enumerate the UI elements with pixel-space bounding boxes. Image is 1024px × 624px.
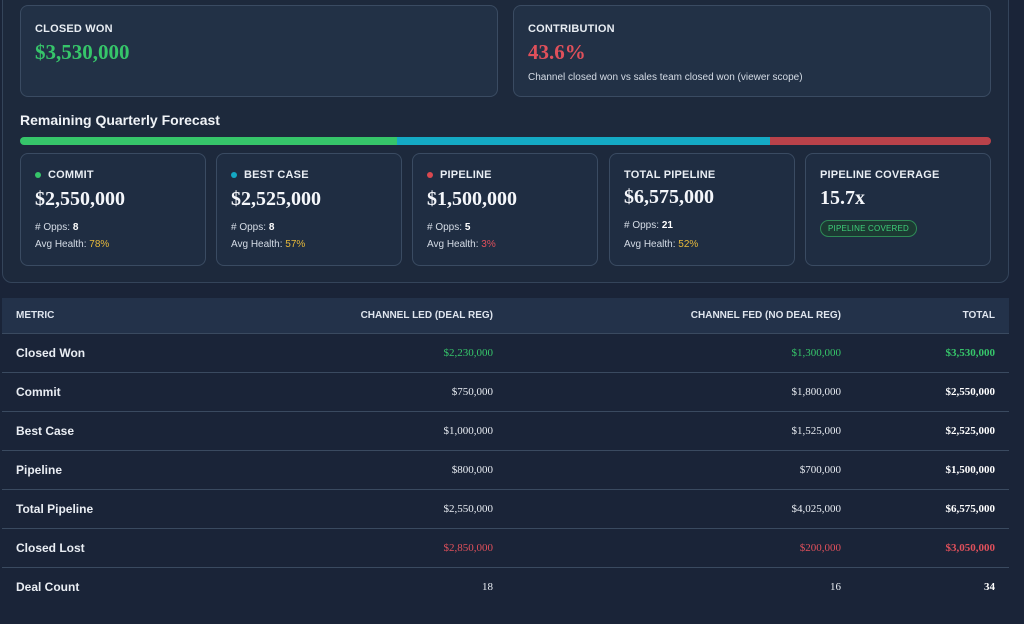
channel-led-cell: $750,000 — [451, 385, 493, 398]
forecast-title: Remaining Quarterly Forecast — [20, 112, 220, 128]
header-channel-fed: CHANNEL FED (NO DEAL REG) — [690, 309, 841, 321]
closed-won-label: CLOSED WON — [35, 23, 113, 35]
metric-cell: Pipeline — [16, 462, 63, 477]
pipeline-opps: 5 — [464, 222, 471, 233]
closed-won-card: CLOSED WON $3,530,000 — [20, 5, 498, 97]
pipeline-label: PIPELINE — [440, 169, 492, 181]
table-row: Commit $750,000 $1,800,000 $2,550,000 — [2, 372, 1009, 411]
total-pipeline-opps: 21 — [661, 220, 673, 231]
metric-cell: Deal Count — [16, 579, 80, 594]
closed-won-value: $3,530,000 — [35, 40, 130, 64]
pipeline-card: PIPELINE $1,500,000 # Opps: 5 Avg Health… — [412, 153, 598, 266]
total-cell: $2,550,000 — [945, 385, 996, 398]
total-cell: 34 — [984, 580, 995, 593]
total-pipeline-opps-label: # Opps: — [624, 220, 660, 231]
table-row: Closed Lost $2,850,000 $200,000 $3,050,0… — [2, 528, 1009, 567]
table-header-row: METRIC CHANNEL LED (DEAL REG) CHANNEL FE… — [2, 298, 1009, 333]
channel-fed-cell: $200,000 — [799, 541, 841, 554]
total-pipeline-health-label: Avg Health: — [624, 239, 676, 250]
metric-cell: Closed Won — [16, 345, 86, 360]
contribution-value: 43.6% — [528, 40, 586, 64]
forecast-bar — [20, 137, 991, 145]
commit-card: COMMIT $2,550,000 # Opps: 8 Avg Health: … — [20, 153, 206, 266]
channel-fed-cell: $700,000 — [799, 463, 841, 476]
total-cell: $1,500,000 — [945, 463, 996, 476]
commit-value: $2,550,000 — [35, 188, 125, 210]
metric-cell: Closed Lost — [16, 540, 85, 555]
best-case-opps-label: # Opps: — [231, 222, 267, 233]
table-row: Total Pipeline $2,550,000 $4,025,000 $6,… — [2, 489, 1009, 528]
forecast-bar-segment-best-case — [396, 137, 770, 145]
total-pipeline-health: 52% — [678, 239, 699, 250]
channel-led-cell: $2,850,000 — [443, 541, 494, 554]
pipeline-opps-label: # Opps: — [427, 222, 463, 233]
forecast-bar-segment-commit — [20, 137, 397, 145]
best-case-dot-icon — [231, 172, 237, 178]
header-channel-led: CHANNEL LED (DEAL REG) — [360, 309, 493, 321]
pipeline-dot-icon — [427, 172, 433, 178]
contribution-subtitle: Channel closed won vs sales team closed … — [528, 72, 803, 83]
total-pipeline-value: $6,575,000 — [624, 186, 714, 208]
channel-fed-cell: $1,800,000 — [791, 385, 842, 398]
header-metric: METRIC — [16, 309, 55, 321]
pipeline-covered-badge: PIPELINE COVERED — [820, 220, 918, 237]
best-case-opps: 8 — [268, 222, 275, 233]
pipeline-value: $1,500,000 — [427, 188, 517, 210]
pipeline-health: 3% — [481, 239, 496, 250]
commit-health-label: Avg Health: — [35, 239, 87, 250]
channel-breakdown-table: METRIC CHANNEL LED (DEAL REG) CHANNEL FE… — [2, 298, 1009, 606]
metric-cell: Best Case — [16, 423, 75, 438]
channel-led-cell: $2,550,000 — [443, 502, 494, 515]
forecast-bar-segment-pipeline — [769, 137, 991, 145]
metric-cell: Commit — [16, 384, 61, 399]
channel-led-cell: $1,000,000 — [443, 424, 494, 437]
best-case-health-label: Avg Health: — [231, 239, 283, 250]
header-total: TOTAL — [962, 309, 995, 321]
total-pipeline-label: TOTAL PIPELINE — [624, 169, 716, 181]
table-row: Deal Count 18 16 34 — [2, 567, 1009, 606]
table-row: Closed Won $2,230,000 $1,300,000 $3,530,… — [2, 333, 1009, 372]
channel-led-cell: 18 — [482, 580, 493, 593]
pipeline-coverage-card: PIPELINE COVERAGE 15.7x PIPELINE COVERED — [805, 153, 991, 266]
best-case-label: BEST CASE — [244, 169, 309, 181]
pipeline-coverage-value: 15.7x — [820, 187, 865, 209]
commit-opps-label: # Opps: — [35, 222, 71, 233]
total-cell: $3,050,000 — [945, 541, 996, 554]
table-row: Best Case $1,000,000 $1,525,000 $2,525,0… — [2, 411, 1009, 450]
best-case-card: BEST CASE $2,525,000 # Opps: 8 Avg Healt… — [216, 153, 402, 266]
commit-health: 78% — [89, 239, 110, 250]
total-pipeline-card: TOTAL PIPELINE $6,575,000 # Opps: 21 Avg… — [609, 153, 795, 266]
total-cell: $2,525,000 — [945, 424, 996, 437]
pipeline-coverage-label: PIPELINE COVERAGE — [820, 169, 940, 181]
metric-cell: Total Pipeline — [16, 501, 94, 516]
total-cell: $6,575,000 — [945, 502, 996, 515]
best-case-value: $2,525,000 — [231, 188, 321, 210]
contribution-card: CONTRIBUTION 43.6% Channel closed won vs… — [513, 5, 991, 97]
commit-dot-icon — [35, 172, 41, 178]
contribution-label: CONTRIBUTION — [528, 23, 615, 35]
commit-opps: 8 — [72, 222, 79, 233]
best-case-health: 57% — [285, 239, 306, 250]
channel-fed-cell: $4,025,000 — [791, 502, 842, 515]
total-cell: $3,530,000 — [945, 346, 996, 359]
channel-fed-cell: $1,525,000 — [791, 424, 842, 437]
table-row: Pipeline $800,000 $700,000 $1,500,000 — [2, 450, 1009, 489]
channel-fed-cell: $1,300,000 — [791, 346, 842, 359]
channel-led-cell: $2,230,000 — [443, 346, 494, 359]
channel-fed-cell: 16 — [830, 580, 841, 593]
channel-led-cell: $800,000 — [451, 463, 493, 476]
pipeline-health-label: Avg Health: — [427, 239, 479, 250]
commit-label: COMMIT — [48, 169, 94, 181]
